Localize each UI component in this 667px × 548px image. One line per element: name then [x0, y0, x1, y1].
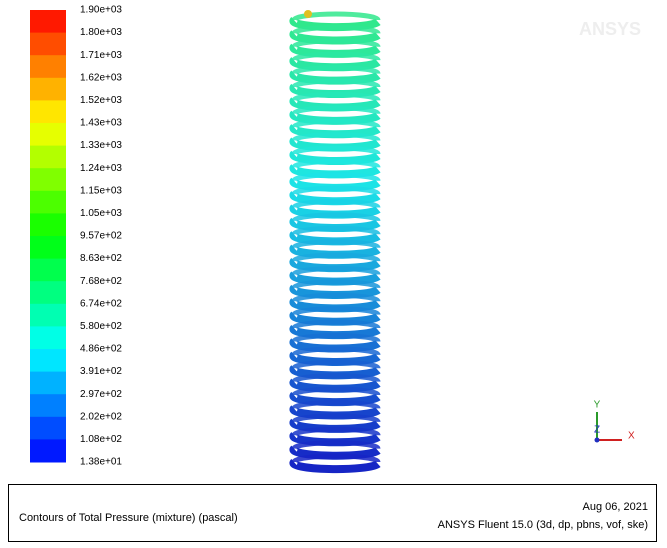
colorbar-label: 1.90e+03 — [80, 5, 122, 16]
colorbar-label: 1.43e+03 — [80, 118, 122, 129]
colorbar-swatch — [30, 123, 66, 146]
fluent-window: ANSYS 1.90e+031.80e+031.71e+031.62e+031.… — [0, 0, 667, 548]
colorbar-label: 4.86e+02 — [80, 344, 122, 355]
y-axis-label: Y — [594, 400, 601, 411]
axis-triad: Y Z X — [594, 400, 635, 443]
colorbar-label: 1.80e+03 — [80, 27, 122, 38]
colorbar-swatch — [30, 259, 66, 282]
colorbar-swatch — [30, 439, 66, 462]
colorbar-label: 5.80e+02 — [80, 321, 122, 332]
colorbar-label: 1.08e+02 — [80, 434, 122, 445]
z-axis-dot — [595, 438, 600, 443]
z-axis-label: Z — [594, 425, 600, 436]
colorbar-swatch — [30, 146, 66, 169]
colorbar-swatch — [30, 213, 66, 236]
colorbar-swatch — [30, 326, 66, 349]
colorbar-label: 3.91e+02 — [80, 366, 122, 377]
coil — [293, 10, 378, 469]
footer: Contours of Total Pressure (mixture) (pa… — [8, 484, 657, 542]
colorbar-label: 9.57e+02 — [80, 231, 122, 242]
colorbar-label: 6.74e+02 — [80, 298, 122, 309]
inlet-marker — [304, 10, 312, 18]
colorbar-swatch — [30, 236, 66, 259]
colorbar-swatch — [30, 10, 66, 33]
version: ANSYS Fluent 15.0 (3d, dp, pbns, vof, sk… — [438, 519, 648, 531]
colorbar-label: 1.05e+03 — [80, 208, 122, 219]
colorbar-swatch — [30, 168, 66, 191]
colorbar-label: 8.63e+02 — [80, 253, 122, 264]
x-axis-label: X — [628, 431, 635, 442]
colorbar: 1.90e+03 1.80e+03 1.71e+03 1.62e+03 1.52e+03… — [30, 5, 122, 468]
colorbar-label: 7.68e+02 — [80, 276, 122, 287]
colorbar-swatch — [30, 100, 66, 123]
colorbar-label: 1.38e+01 — [80, 457, 122, 468]
graphics-view: ANSYS 1.90e+031.80e+031.71e+031.62e+031.… — [0, 0, 667, 482]
colorbar-label: 2.97e+02 — [80, 389, 122, 400]
colorbar-label: 1.15e+03 — [80, 185, 122, 196]
colorbar-swatch — [30, 55, 66, 78]
colorbar-swatch — [30, 33, 66, 56]
colorbar-swatch — [30, 304, 66, 327]
colorbar-swatch — [30, 417, 66, 440]
coil-front — [293, 462, 378, 469]
colorbar-swatch — [30, 372, 66, 395]
colorbar-label: 1.33e+03 — [80, 140, 122, 151]
colorbar-label: 2.02e+02 — [80, 411, 122, 422]
colorbar-label: 1.62e+03 — [80, 72, 122, 83]
colorbar-swatch — [30, 78, 66, 101]
logo: ANSYS — [579, 19, 641, 39]
colorbar-swatch — [30, 281, 66, 304]
colorbar-swatch — [30, 394, 66, 417]
colorbar-label: 1.71e+03 — [80, 50, 122, 61]
caption: Contours of Total Pressure (mixture) (pa… — [19, 512, 238, 524]
colorbar-label: 1.52e+03 — [80, 95, 122, 106]
date: Aug 06, 2021 — [583, 501, 648, 513]
colorbar-swatch — [30, 191, 66, 214]
colorbar-label: 1.24e+03 — [80, 163, 122, 174]
colorbar-swatch — [30, 349, 66, 372]
